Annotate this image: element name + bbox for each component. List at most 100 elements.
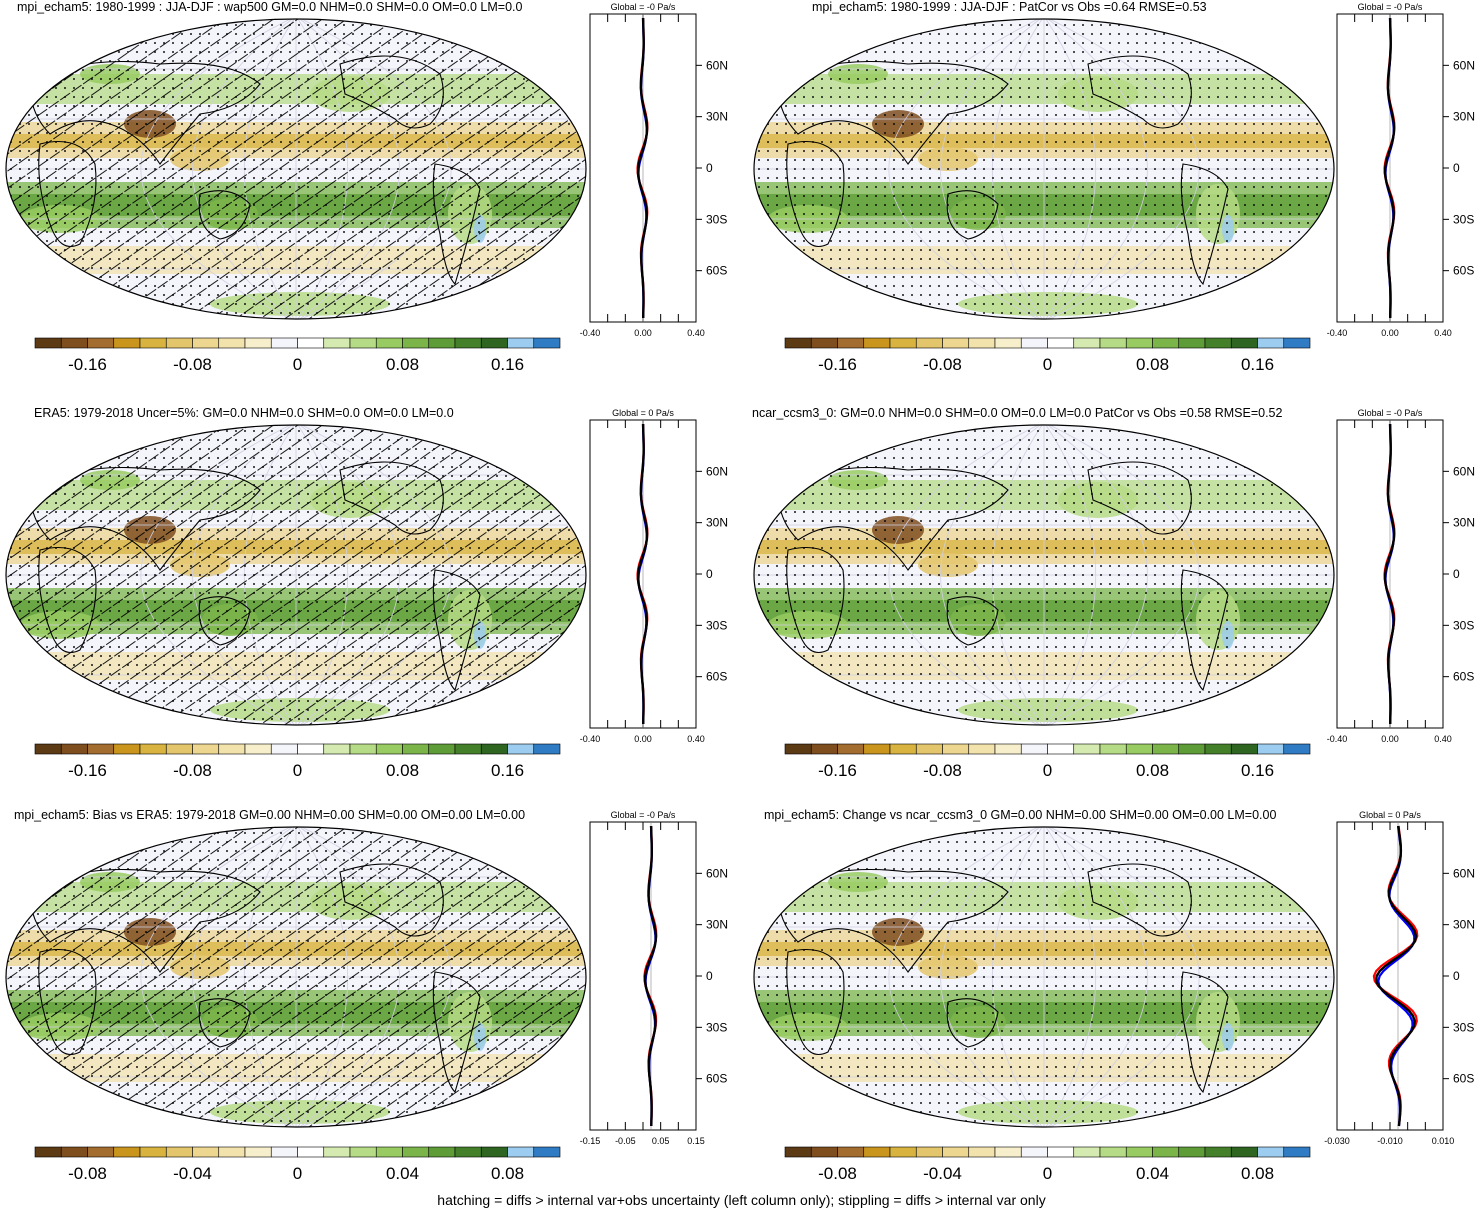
colorbar-label: 0.16: [1241, 355, 1274, 374]
x-tick-label: -0.40: [580, 734, 601, 744]
map-border: [753, 18, 1335, 320]
colorbar-swatch: [837, 337, 865, 349]
panel-2-map: [753, 18, 1335, 320]
colorbar-swatch: [507, 1146, 535, 1158]
colorbar-swatch: [1230, 1146, 1258, 1158]
colorbar-swatch: [784, 337, 812, 349]
colorbar-label: -0.16: [818, 355, 857, 374]
colorbar-label: -0.08: [923, 355, 962, 374]
lat-tick-label: 60S: [706, 670, 727, 684]
colorbar-swatch: [968, 743, 996, 755]
panel-1-colorbar: -0.16 -0.08 0 0.08 0.16: [34, 337, 561, 374]
lat-tick-label: 60S: [1453, 1072, 1474, 1086]
panel-3-title: ERA5: 1979-2018 Uncer=5%: GM=0.0 NHM=0.0…: [34, 406, 454, 420]
x-tick-label: 0.00: [634, 734, 652, 744]
zonal-title: Global = -0 Pa/s: [611, 2, 676, 12]
colorbar-label: 0.08: [1241, 1164, 1274, 1183]
colorbar-label: 0.16: [491, 355, 524, 374]
colorbar-swatch: [165, 1146, 193, 1158]
colorbar-swatch: [87, 743, 115, 755]
hatching-overlay: [6, 827, 586, 1127]
colorbar-swatch: [165, 743, 193, 755]
zonal-line-black: [643, 825, 658, 1127]
colorbar-label: -0.08: [923, 761, 962, 780]
x-tick-label: 0.40: [687, 734, 705, 744]
map-border: [753, 826, 1335, 1128]
map-border: [5, 18, 587, 320]
colorbar-swatch: [1073, 337, 1101, 349]
lat-tick-label: 30S: [1453, 212, 1474, 226]
colorbar-swatch: [323, 743, 351, 755]
colorbar-swatch: [1020, 743, 1048, 755]
colorbar-swatch: [1204, 1146, 1232, 1158]
colorbar-swatch: [87, 337, 115, 349]
zonal-title: Global = -0 Pa/s: [1358, 408, 1423, 418]
colorbar-swatch: [375, 1146, 403, 1158]
colorbar-swatch: [139, 1146, 167, 1158]
colorbar-swatch: [270, 1146, 298, 1158]
colorbar-swatch: [889, 1146, 917, 1158]
lat-tick-label: 30N: [706, 110, 728, 124]
panel-2-title: mpi_echam5: 1980-1999 : JJA-DJF : PatCor…: [812, 0, 1207, 14]
x-tick-label: -0.05: [615, 1136, 636, 1146]
x-tick-label: 0.00: [1381, 328, 1399, 338]
colorbar-swatch: [810, 337, 838, 349]
zonal-title: Global = 0 Pa/s: [1359, 810, 1421, 820]
map-border: [753, 424, 1335, 726]
stippling-overlay: [754, 19, 1334, 319]
colorbar-swatch: [218, 337, 246, 349]
x-tick-label: 0.05: [652, 1136, 670, 1146]
map-border: [5, 826, 587, 1128]
colorbar-label: -0.04: [173, 1164, 212, 1183]
lat-tick-label: 30N: [1453, 918, 1475, 932]
panel-2-zonal-plot: Global = -0 Pa/s 60N 30N 0 30S 60S -0.40 0.00 0.…: [1327, 2, 1475, 338]
colorbar-label: 0.08: [386, 761, 419, 780]
colorbar-swatch: [113, 1146, 141, 1158]
panel-3-zonal-plot: Global = 0 Pa/s 60N 30N 0 30S 60S -0.40 0.00 0.4…: [580, 408, 728, 744]
zonal-frame: [589, 821, 697, 1131]
lat-tick-label: 0: [706, 969, 713, 983]
colorbar-swatch: [1283, 337, 1311, 349]
zonal-line-black: [1383, 17, 1396, 319]
colorbar-label: -0.04: [923, 1164, 962, 1183]
colorbar-label: 0: [1043, 761, 1052, 780]
colorbar-swatch: [994, 743, 1022, 755]
colorbar-swatch: [297, 743, 325, 755]
colorbar-swatch: [1152, 337, 1180, 349]
panel-5-colorbar: -0.08 -0.04 0 0.04 0.08: [34, 1146, 561, 1183]
colorbar-swatch: [34, 743, 62, 755]
zonal-title: Global = 0 Pa/s: [612, 408, 674, 418]
colorbar-swatch: [1257, 1146, 1285, 1158]
colorbar-swatch: [480, 743, 508, 755]
colorbar-swatch: [968, 337, 996, 349]
colorbar-label: 0: [1043, 1164, 1052, 1183]
colorbar-label: 0: [293, 355, 302, 374]
colorbar-swatch: [402, 1146, 430, 1158]
colorbar-swatch: [113, 337, 141, 349]
panel-3-map: [5, 424, 587, 726]
colorbar-swatch: [1204, 337, 1232, 349]
colorbar-swatch: [915, 337, 943, 349]
x-tick-label: 0.010: [1432, 1136, 1455, 1146]
colorbar-swatch: [60, 743, 88, 755]
x-tick-label: 0.40: [1434, 328, 1452, 338]
panel-6-map: [753, 826, 1335, 1128]
colorbar-swatch: [1125, 1146, 1153, 1158]
x-tick-label: -0.40: [580, 328, 601, 338]
colorbar-swatch: [34, 337, 62, 349]
colorbar-swatch: [1073, 743, 1101, 755]
colorbar-swatch: [889, 743, 917, 755]
hatching-overlay: [6, 425, 586, 725]
colorbar-swatch: [454, 1146, 482, 1158]
colorbar-swatch: [480, 1146, 508, 1158]
colorbar-swatch: [323, 1146, 351, 1158]
zonal-line-black: [636, 423, 649, 725]
x-tick-label: 0.15: [687, 1136, 705, 1146]
zonal-line-black: [1374, 825, 1418, 1127]
colorbar-swatch: [480, 337, 508, 349]
panel-4-map: [753, 424, 1335, 726]
colorbar-swatch: [1283, 743, 1311, 755]
colorbar-swatch: [1152, 1146, 1180, 1158]
colorbar-swatch: [60, 337, 88, 349]
panel-5-map: [5, 826, 587, 1128]
